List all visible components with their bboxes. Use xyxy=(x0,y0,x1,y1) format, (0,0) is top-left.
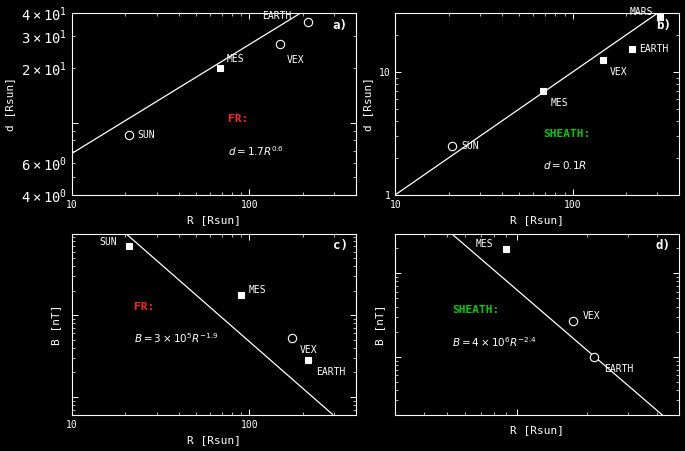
Text: FR:: FR: xyxy=(134,302,155,312)
Text: b): b) xyxy=(656,19,671,32)
Y-axis label: B [nT]: B [nT] xyxy=(51,304,62,345)
Text: VEX: VEX xyxy=(610,67,628,77)
Text: a): a) xyxy=(333,19,347,32)
Y-axis label: d [Rsun]: d [Rsun] xyxy=(5,77,16,131)
Y-axis label: d [Rsun]: d [Rsun] xyxy=(363,77,373,131)
Text: $d = 1.7R^{0.6}$: $d = 1.7R^{0.6}$ xyxy=(228,144,284,158)
X-axis label: R [Rsun]: R [Rsun] xyxy=(187,436,241,446)
Text: MES: MES xyxy=(227,54,245,64)
Text: $d = 0.1R$: $d = 0.1R$ xyxy=(543,158,587,170)
Text: VEX: VEX xyxy=(287,55,305,65)
Text: MES: MES xyxy=(550,98,568,108)
Text: VEX: VEX xyxy=(583,311,601,321)
Text: MARS: MARS xyxy=(630,7,653,17)
Text: d): d) xyxy=(656,239,671,252)
Text: EARTH: EARTH xyxy=(262,10,292,21)
Text: SUN: SUN xyxy=(138,130,155,140)
Text: SHEATH:: SHEATH: xyxy=(543,129,590,138)
Text: $B = 3\times10^{5}R^{-1.9}$: $B = 3\times10^{5}R^{-1.9}$ xyxy=(134,331,219,345)
Text: EARTH: EARTH xyxy=(603,364,633,373)
Text: SUN: SUN xyxy=(99,237,116,247)
X-axis label: R [Rsun]: R [Rsun] xyxy=(510,425,564,436)
Text: SHEATH:: SHEATH: xyxy=(452,305,499,315)
Text: MES: MES xyxy=(475,239,493,249)
X-axis label: R [Rsun]: R [Rsun] xyxy=(187,215,241,225)
Text: EARTH: EARTH xyxy=(316,367,345,377)
Text: VEX: VEX xyxy=(300,345,317,355)
Text: FR:: FR: xyxy=(228,114,249,124)
Text: c): c) xyxy=(333,239,347,252)
Y-axis label: B [nT]: B [nT] xyxy=(375,304,385,345)
Text: $B = 4\times10^{6}R^{-2.4}$: $B = 4\times10^{6}R^{-2.4}$ xyxy=(452,335,536,349)
Text: MES: MES xyxy=(249,285,266,295)
Text: EARTH: EARTH xyxy=(639,44,669,54)
X-axis label: R [Rsun]: R [Rsun] xyxy=(510,215,564,225)
Text: SUN: SUN xyxy=(461,141,479,151)
